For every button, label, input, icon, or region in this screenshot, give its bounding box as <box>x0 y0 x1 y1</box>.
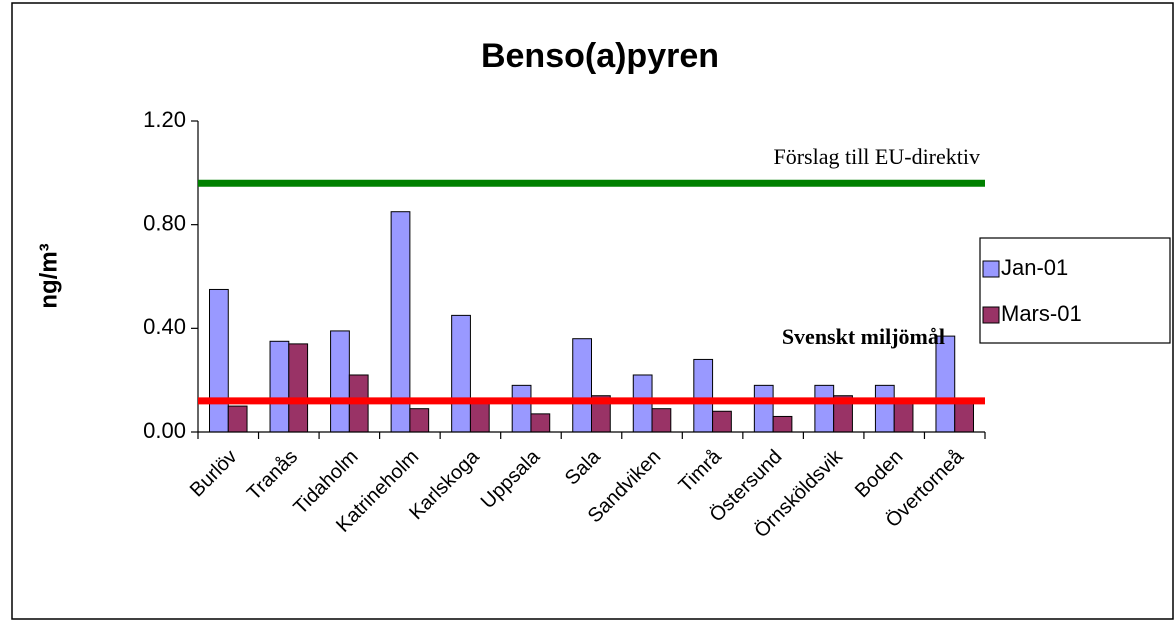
bar <box>469 402 490 433</box>
legend-label: Jan-01 <box>1001 255 1068 280</box>
bar <box>227 405 248 433</box>
legend-swatch <box>982 260 1000 278</box>
bar <box>530 413 551 433</box>
legend-box <box>979 237 1171 344</box>
bar <box>651 408 672 433</box>
bar <box>874 384 895 433</box>
bar <box>693 358 714 433</box>
y-tick-label: 0.80 <box>143 210 186 235</box>
reference-label: Förslag till EU-direktiv <box>773 144 980 169</box>
y-tick-label: 0.40 <box>143 314 186 339</box>
bar <box>712 410 732 433</box>
chart-title: Benso(a)pyren <box>481 37 719 75</box>
bar <box>772 415 793 433</box>
bar <box>893 400 914 433</box>
bar <box>288 343 309 433</box>
bar <box>269 340 290 433</box>
bar <box>451 314 471 433</box>
bar <box>572 338 593 433</box>
bar <box>954 400 974 433</box>
y-tick-label: 0.00 <box>143 418 186 443</box>
legend-label: Mars-01 <box>1001 301 1082 326</box>
bar <box>814 384 835 433</box>
legend-swatch <box>982 306 1000 324</box>
y-tick-label: 1.20 <box>143 107 186 132</box>
bar <box>753 384 774 433</box>
bar <box>511 384 532 433</box>
bar <box>330 330 350 433</box>
bar <box>209 288 229 433</box>
y-axis-label: ng/m³ <box>35 243 62 308</box>
bar <box>935 335 956 433</box>
bar <box>409 408 430 433</box>
reference-label: Svenskt miljömål <box>782 324 945 349</box>
